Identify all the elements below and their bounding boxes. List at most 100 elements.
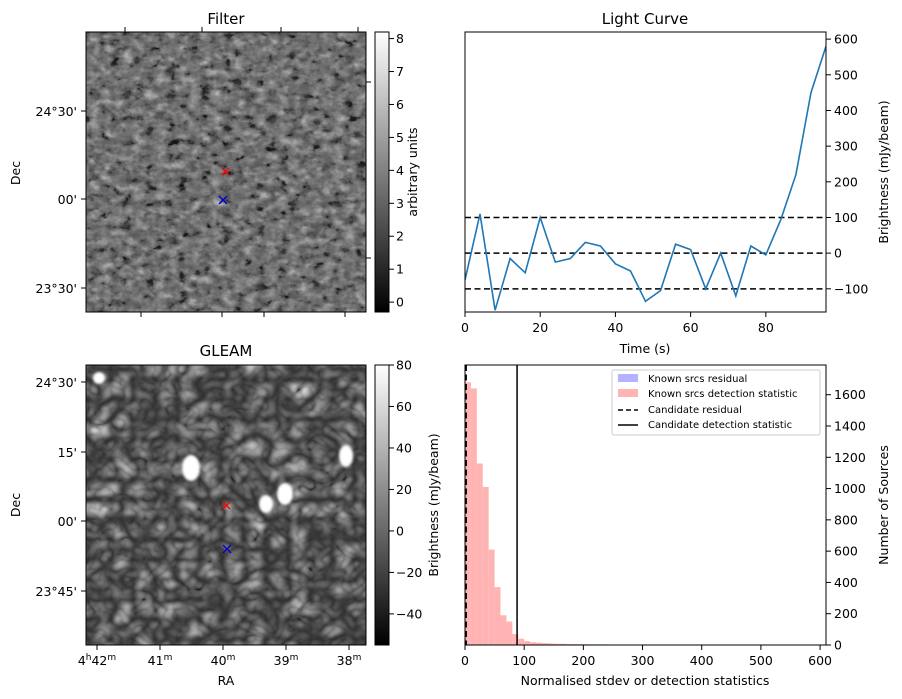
legend-label-candidate-detection: Candidate detection statistic xyxy=(648,420,792,431)
lightcurve-xtick-label: 0 xyxy=(461,320,469,335)
lightcurve-xtick-label: 20 xyxy=(532,320,548,335)
histogram-bar xyxy=(536,642,542,645)
histogram-ytick-label: 600 xyxy=(834,544,858,559)
gleam-frame xyxy=(85,364,367,646)
lightcurve-xlabel: Time (s) xyxy=(619,341,671,356)
filter-ytick-1: 00' xyxy=(58,192,77,207)
histogram-panel: 0 100 200 300 400 500 600 1600 1400 1200 1000 800 60… xyxy=(461,364,891,688)
histogram-ytick-label: 800 xyxy=(834,512,858,527)
filter-colorbar-label: arbitrary units xyxy=(405,127,420,216)
gleam-colorbar-label: Brightness (mJy/beam) xyxy=(426,433,441,576)
filter-red-marker xyxy=(221,167,230,176)
filter-colorbar-tick-label: 8 xyxy=(396,31,404,46)
gleam-xtick-2: 40m xyxy=(211,653,236,668)
filter-title: Filter xyxy=(207,10,245,28)
gleam-colorbar-tick-label: 60 xyxy=(396,399,412,414)
gleam-ytick-2: 00' xyxy=(58,514,77,529)
gleam-red-marker xyxy=(222,501,231,510)
lightcurve-ytick-label: 0 xyxy=(834,246,842,261)
filter-panel: Filter 24°30' 00 xyxy=(8,10,420,317)
histogram-bar xyxy=(530,642,537,645)
lightcurve-ytick-label: −100 xyxy=(834,281,868,296)
histogram-xtick-label: 600 xyxy=(808,653,832,668)
filter-frame xyxy=(85,31,367,313)
lightcurve-ytick-label: 100 xyxy=(834,210,858,225)
gleam-panel: GLEAM xyxy=(8,342,441,688)
filter-colorbar: 8 7 6 5 4 3 2 1 0 arbitrary units xyxy=(374,31,420,313)
lightcurve-xtick-label: 80 xyxy=(758,320,774,335)
histogram-ytick-label: 400 xyxy=(834,575,858,590)
gleam-xtick-3: 39m xyxy=(274,653,299,668)
gleam-colorbar-tick-label: 0 xyxy=(396,523,404,538)
gleam-colorbar-tick-label: 40 xyxy=(396,440,412,455)
legend-swatch-known-residual xyxy=(618,374,638,382)
gleam-ytick-1: 15' xyxy=(58,445,77,460)
gleam-colorbar-tick-label: −40 xyxy=(396,606,422,621)
histogram-xtick-label: 400 xyxy=(690,653,714,668)
histogram-legend: Known srcs residual Known srcs detection… xyxy=(611,369,821,436)
legend-swatch-known-detection xyxy=(618,389,638,397)
filter-colorbar-tick-label: 0 xyxy=(396,295,404,310)
histogram-frame xyxy=(464,364,827,646)
filter-ytick-2: 23°30' xyxy=(36,281,78,296)
histogram-bar xyxy=(506,621,513,645)
histogram-bar xyxy=(500,615,507,645)
histogram-bar xyxy=(547,643,554,645)
gleam-xlabel: RA xyxy=(218,673,235,688)
lightcurve-ytick-label: 200 xyxy=(834,174,858,189)
histogram-ytick-label: 1000 xyxy=(834,481,866,496)
lightcurve-xtick-label: 40 xyxy=(607,320,623,335)
filter-colorbar-tick-label: 5 xyxy=(396,130,404,145)
lightcurve-title: Light Curve xyxy=(602,10,688,28)
gleam-ytick-0: 24°30' xyxy=(36,375,78,390)
histogram-xtick-label: 0 xyxy=(461,653,469,668)
filter-blue-marker xyxy=(218,195,228,205)
lightcurve-ytick-label: 600 xyxy=(834,32,858,47)
histogram-bar xyxy=(465,382,471,645)
histogram-bar xyxy=(541,643,548,645)
histogram-bar xyxy=(518,638,525,645)
gleam-colorbar-tick-label: −20 xyxy=(396,565,422,580)
filter-colorbar-tick-label: 3 xyxy=(396,196,404,211)
histogram-xtick-label: 300 xyxy=(631,653,655,668)
gleam-blue-marker xyxy=(222,544,232,554)
histogram-bar xyxy=(553,643,560,645)
legend-label-known-residual: Known srcs residual xyxy=(648,374,747,385)
lightcurve-ylabel: Brightness (mJy/beam) xyxy=(876,100,891,243)
gleam-xtick-4: 38m xyxy=(337,653,362,668)
lightcurve-xtick-label: 60 xyxy=(683,320,699,335)
gleam-colorbar: 80 60 40 20 0 −20 −40 Brightness (mJy/beam) xyxy=(374,358,441,646)
filter-colorbar-tick-label: 1 xyxy=(396,262,404,277)
filter-ylabel: Dec xyxy=(8,161,23,185)
legend-label-known-detection: Known srcs detection statistic xyxy=(648,389,797,400)
histogram-bar xyxy=(488,549,495,645)
lightcurve-panel: Light Curve 0 20 40 60 80 600 500 400 300 200 100 0… xyxy=(461,10,891,356)
filter-colorbar-tick-label: 4 xyxy=(396,163,404,178)
histogram-ytick-label: 0 xyxy=(834,638,842,653)
histogram-ytick-label: 1200 xyxy=(834,450,866,465)
legend-label-candidate-residual: Candidate residual xyxy=(648,405,742,416)
gleam-xtick-0: 4h42m xyxy=(78,653,116,668)
histogram-bar xyxy=(482,487,489,645)
lightcurve-ytick-label: 300 xyxy=(834,139,858,154)
gleam-ytick-3: 23°45' xyxy=(36,584,78,599)
histogram-ylabel: Number of Sources xyxy=(876,445,891,565)
gleam-xtick-1: 41m xyxy=(148,653,173,668)
lightcurve-frame xyxy=(464,31,827,313)
histogram-xtick-label: 100 xyxy=(512,653,536,668)
histogram-ytick-label: 1600 xyxy=(834,387,866,402)
gleam-colorbar-tick-label: 20 xyxy=(396,482,412,497)
histogram-xtick-label: 200 xyxy=(571,653,595,668)
histogram-bar xyxy=(512,634,519,645)
histogram-bar xyxy=(559,643,566,645)
filter-colorbar-tick-label: 7 xyxy=(396,64,404,79)
filter-colorbar-tick-label: 2 xyxy=(396,229,404,244)
histogram-xlabel: Normalised stdev or detection statistics xyxy=(521,673,770,688)
histogram-bar xyxy=(524,641,531,645)
gleam-ylabel: Dec xyxy=(8,493,23,517)
histogram-xtick-label: 500 xyxy=(749,653,773,668)
lightcurve-ytick-label: 500 xyxy=(834,67,858,82)
lightcurve-ytick-label: 400 xyxy=(834,103,858,118)
gleam-title: GLEAM xyxy=(200,342,253,360)
